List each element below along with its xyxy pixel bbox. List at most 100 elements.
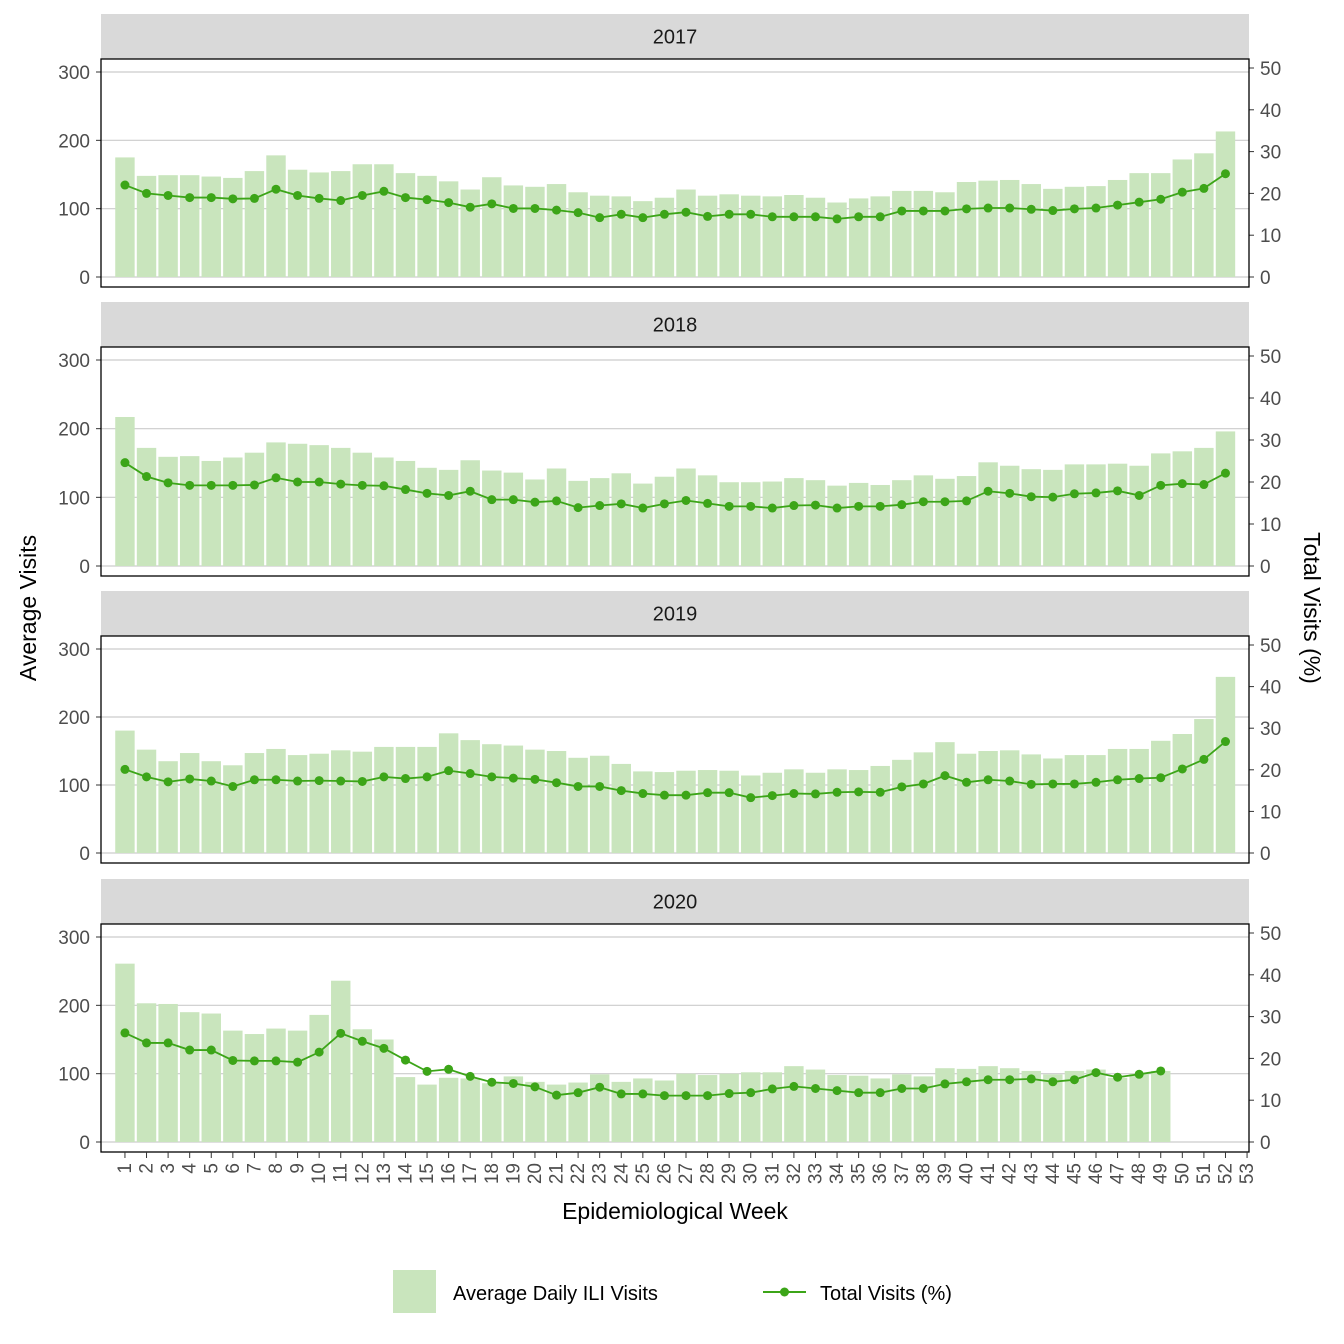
- y-right-tick-label: 30: [1260, 143, 1281, 164]
- bar: [1086, 464, 1106, 566]
- y-tick-label: 100: [58, 776, 90, 797]
- bar: [115, 963, 135, 1142]
- facet-strip-label: 2018: [653, 315, 698, 337]
- bar: [1172, 734, 1193, 853]
- line-point: [1220, 468, 1230, 478]
- line-point: [1113, 1072, 1123, 1082]
- bar: [611, 763, 631, 853]
- y-right-tick-label: 40: [1260, 101, 1281, 122]
- bar: [999, 179, 1020, 277]
- x-tick-label: 19: [503, 1163, 524, 1184]
- line-point: [703, 788, 713, 798]
- line-point: [444, 198, 454, 208]
- y-right-tick-label: 50: [1260, 59, 1281, 80]
- line-point: [249, 193, 259, 203]
- bar: [827, 202, 847, 277]
- x-axis: 1 2 3 4 5 6 7 8 9 10 11 12 13 14 15 16 17 18 19 20 21 22 23 24 2…: [115, 1152, 1258, 1184]
- bar: [179, 175, 200, 277]
- line-point: [1026, 779, 1036, 789]
- line-point: [638, 789, 648, 799]
- bar: [978, 180, 998, 277]
- bar: [395, 460, 416, 566]
- x-axis-title: Epidemiological Week: [562, 1198, 788, 1224]
- x-tick-label: 3: [158, 1163, 179, 1174]
- bar: [482, 744, 502, 853]
- bar: [978, 751, 998, 853]
- bar: [827, 485, 847, 566]
- line-point: [271, 775, 281, 785]
- bar: [352, 1029, 373, 1142]
- line-point: [810, 789, 820, 799]
- bar: [676, 1073, 696, 1142]
- line-point: [854, 212, 864, 222]
- line-point: [724, 788, 734, 798]
- line-point: [228, 1055, 238, 1065]
- x-tick-label: 26: [654, 1163, 675, 1184]
- line-point: [1069, 489, 1079, 499]
- line-point: [206, 1045, 216, 1055]
- bar: [999, 750, 1020, 853]
- bar: [1172, 451, 1193, 566]
- bar: [417, 467, 437, 566]
- bar: [892, 480, 912, 566]
- line-point: [293, 776, 303, 786]
- bar: [654, 1080, 675, 1142]
- bar: [1107, 463, 1128, 566]
- bar: [999, 1068, 1020, 1142]
- line-point: [1069, 779, 1079, 789]
- line-point: [832, 1086, 842, 1096]
- y-right-tick-label: 40: [1260, 678, 1281, 699]
- bar: [913, 752, 934, 853]
- bar: [1194, 153, 1214, 277]
- x-tick-label: 47: [1108, 1163, 1129, 1184]
- bar: [1151, 173, 1171, 277]
- line-point: [875, 787, 885, 797]
- line-point: [1091, 488, 1101, 498]
- line-point: [530, 203, 540, 213]
- bar: [1086, 186, 1106, 277]
- bar: [1064, 755, 1085, 853]
- line-point: [659, 499, 669, 509]
- bar: [1064, 1070, 1085, 1142]
- line-point: [293, 190, 303, 200]
- line-point: [962, 777, 972, 787]
- line-point: [789, 1081, 799, 1091]
- bar: [201, 460, 221, 566]
- line-point: [659, 1091, 669, 1101]
- line-point: [400, 485, 410, 495]
- bar: [223, 1030, 243, 1142]
- line-point: [465, 486, 475, 496]
- y-right-tick-label: 30: [1260, 1008, 1281, 1029]
- line-point: [314, 193, 324, 203]
- bar: [287, 169, 308, 277]
- line-point: [940, 206, 950, 216]
- bar: [589, 755, 610, 853]
- bar: [697, 770, 718, 853]
- line-point: [142, 472, 152, 482]
- bar: [438, 181, 459, 277]
- line-point: [918, 497, 928, 507]
- bar: [568, 757, 588, 853]
- bar: [438, 469, 459, 566]
- line-point: [983, 775, 993, 785]
- bar: [352, 452, 373, 566]
- bar: [395, 746, 416, 853]
- line-point: [228, 194, 238, 204]
- bar: [1151, 1070, 1171, 1142]
- bar: [633, 483, 653, 566]
- line-point: [444, 1064, 454, 1074]
- bar: [1021, 1070, 1041, 1142]
- bar: [331, 980, 351, 1142]
- line-point: [293, 477, 303, 487]
- line-point: [681, 1091, 691, 1101]
- y-right-tick-label: 0: [1260, 844, 1271, 865]
- bar: [244, 753, 265, 853]
- line-point: [422, 195, 432, 205]
- bar: [482, 470, 502, 566]
- bar: [870, 196, 890, 277]
- y-tick-label: 0: [79, 268, 90, 289]
- line-point: [249, 480, 259, 490]
- line-point: [508, 495, 518, 505]
- x-tick-label: 52: [1215, 1163, 1236, 1184]
- line-point: [120, 180, 130, 190]
